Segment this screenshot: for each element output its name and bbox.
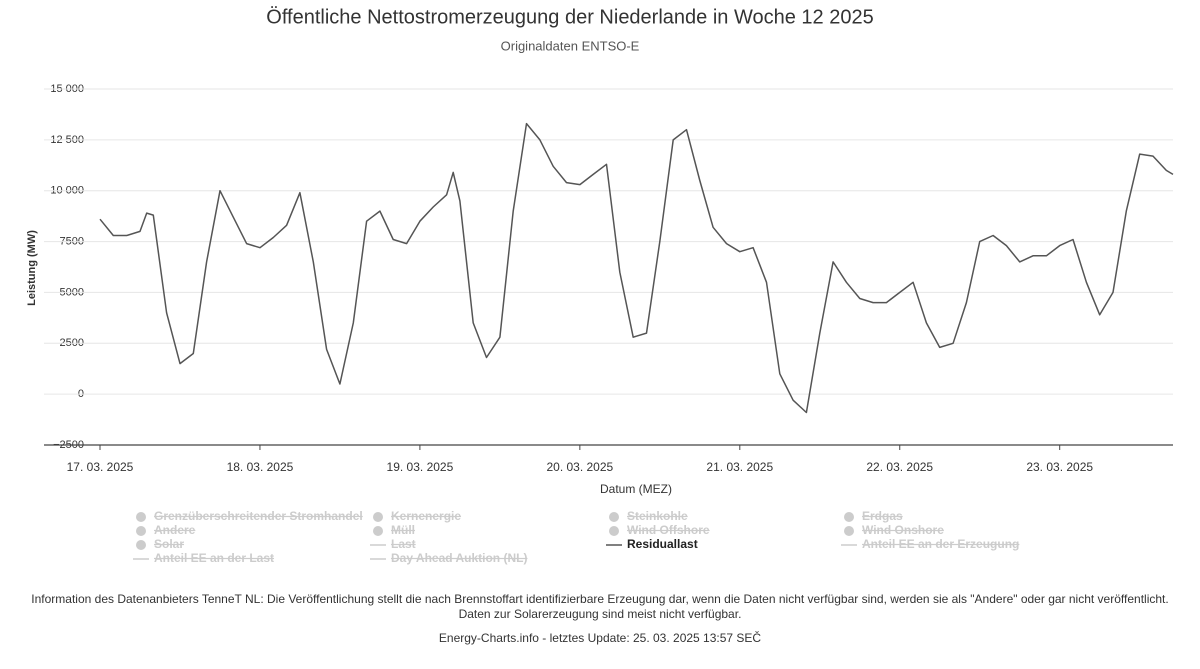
x-tick-label: 21. 03. 2025 bbox=[706, 460, 773, 474]
legend-symbol bbox=[844, 526, 854, 536]
x-axis-label: Datum (MEZ) bbox=[600, 482, 672, 496]
legend-item: Steinkohle bbox=[627, 509, 688, 523]
info-text: Information des Datenanbieters TenneT NL… bbox=[31, 592, 1169, 621]
legend-symbol bbox=[373, 512, 383, 522]
legend-item: Residuallast bbox=[627, 537, 698, 551]
x-tick-label: 17. 03. 2025 bbox=[67, 460, 134, 474]
chart-subtitle: Originaldaten ENTSO-E bbox=[501, 38, 640, 53]
legend-item: Andere bbox=[154, 523, 196, 537]
legend-item: Wind Onshore bbox=[862, 523, 944, 537]
y-axis-label: Leistung (MW) bbox=[26, 230, 38, 306]
legend-item: Grenzüberschreitender Stromhandel bbox=[154, 509, 363, 523]
x-tick-label: 18. 03. 2025 bbox=[227, 460, 294, 474]
legend-item: Kernenergie bbox=[391, 509, 461, 523]
legend-item: Anteil EE an der Erzeugung bbox=[862, 537, 1019, 551]
legend-item: Anteil EE an der Last bbox=[154, 551, 274, 565]
series-line bbox=[99, 122, 1174, 414]
legend-symbol bbox=[609, 526, 619, 536]
chart-title: Öffentliche Nettostromerzeugung der Nied… bbox=[266, 6, 873, 28]
legend-item: Müll bbox=[391, 523, 415, 537]
legend-item: Last bbox=[391, 537, 416, 551]
legend-symbol bbox=[609, 512, 619, 522]
x-tick-label: 20. 03. 2025 bbox=[546, 460, 613, 474]
legend-symbol bbox=[844, 512, 854, 522]
legend-symbol bbox=[373, 526, 383, 536]
x-tick-label: 22. 03. 2025 bbox=[866, 460, 933, 474]
legend-item: Wind Offshore bbox=[627, 523, 710, 537]
credit-text: Energy-Charts.info - letztes Update: 25.… bbox=[438, 631, 762, 645]
x-tick-label: 19. 03. 2025 bbox=[387, 460, 454, 474]
x-tick-label: 23. 03. 2025 bbox=[1026, 460, 1093, 474]
legend-symbol bbox=[136, 512, 146, 522]
chart: Öffentliche Nettostromerzeugung der Nied… bbox=[26, 6, 1174, 565]
legend-item: Day Ahead Auktion (NL) bbox=[391, 551, 527, 565]
legend-symbol bbox=[136, 526, 146, 536]
legend-symbol bbox=[136, 540, 146, 550]
legend-item: Solar bbox=[154, 537, 184, 551]
legend-item: Erdgas bbox=[862, 509, 903, 523]
